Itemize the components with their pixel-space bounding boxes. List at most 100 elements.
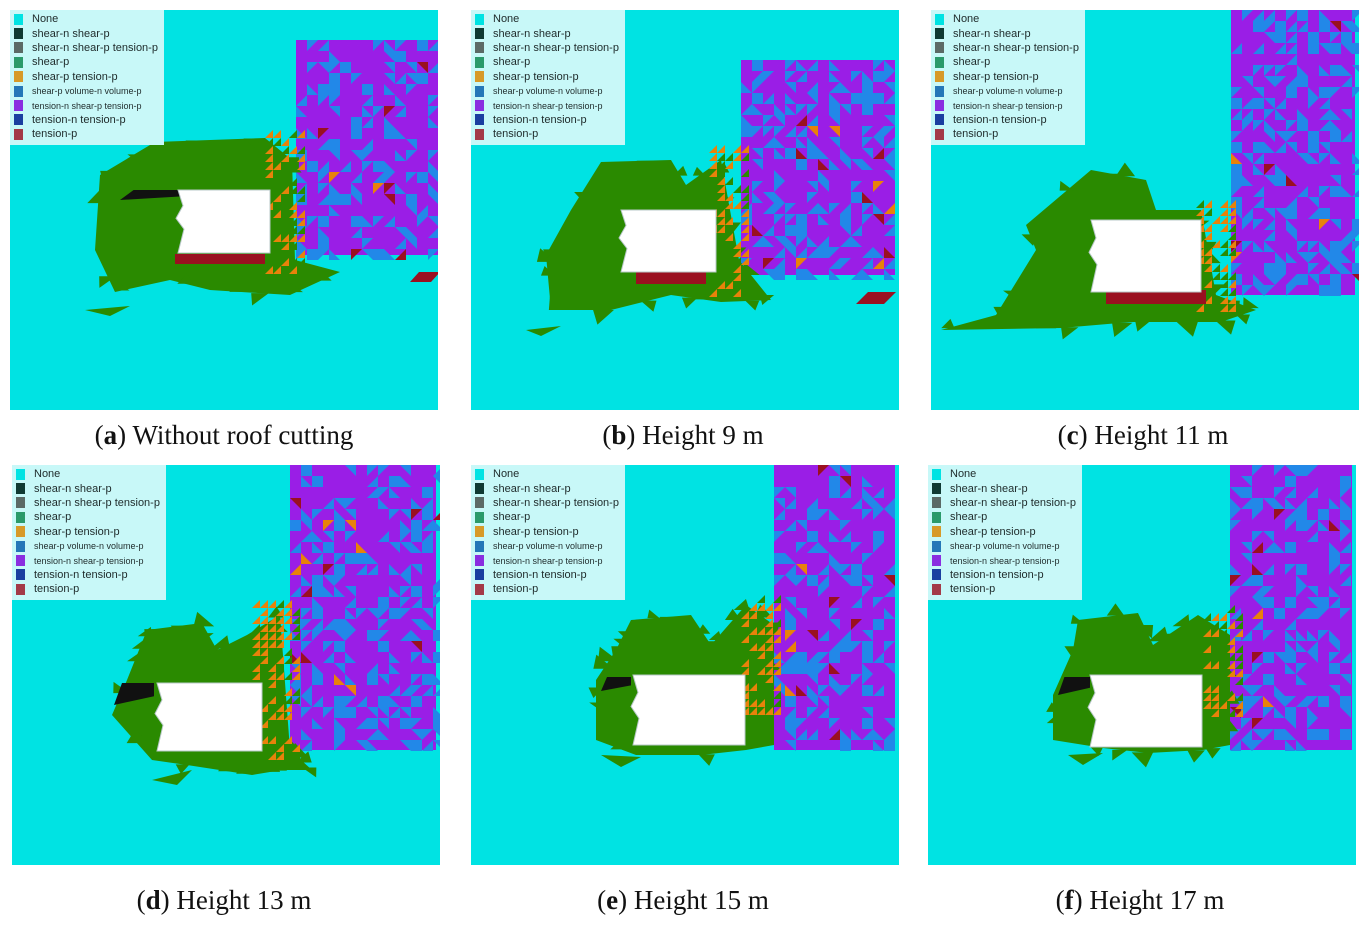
legend-item: shear-n shear-p <box>935 26 1079 40</box>
legend-label: shear-p volume-n volume-p <box>32 86 142 97</box>
legend-label: shear-n shear-p tension-p <box>34 496 160 509</box>
legend-swatch <box>475 114 484 126</box>
panel-caption: (f) Height 17 m <box>1055 885 1225 915</box>
mixed-failure-mesh <box>741 60 895 280</box>
legend-label: tension-n shear-p tension-p <box>493 100 603 111</box>
legend-label: tension-n shear-p tension-p <box>34 555 144 566</box>
legend-swatch <box>475 85 484 97</box>
legend-swatch <box>932 511 941 523</box>
legend-swatch <box>475 483 484 495</box>
legend-swatch <box>14 28 23 40</box>
legend-item: shear-n shear-p <box>932 481 1076 495</box>
legend-item: shear-p volume-n volume-p <box>475 84 619 98</box>
shear-tension-hatch <box>741 595 781 715</box>
panel-caption: (c) Height 11 m <box>1057 420 1229 450</box>
legend-label: None <box>493 13 520 26</box>
legend-label: shear-n shear-p <box>32 27 110 40</box>
panel-letter: a <box>103 420 118 450</box>
legend-swatch <box>16 540 25 552</box>
panel-letter: d <box>145 885 161 915</box>
panel-label: Height 15 m <box>633 885 769 915</box>
legend-label: tension-n tension-p <box>34 568 128 581</box>
tension-zone-floor <box>175 254 265 264</box>
legend-label: None <box>32 13 59 26</box>
legend-item: tension-p <box>475 127 619 141</box>
legend-label: shear-p tension-p <box>953 70 1039 83</box>
legend-label: tension-p <box>953 128 999 141</box>
legend: None shear-n shear-p shear-n shear-p tensi… <box>931 10 1085 145</box>
legend-item: shear-n shear-p tension-p <box>475 496 619 510</box>
panel-caption: (b) Height 9 m <box>602 420 764 450</box>
legend-label: shear-n shear-p tension-p <box>953 41 1079 54</box>
shear-n-shear-p-zone <box>120 190 188 200</box>
legend-swatch <box>14 128 23 140</box>
legend-label: shear-p volume-n volume-p <box>950 541 1060 552</box>
legend-swatch <box>932 468 941 480</box>
legend-swatch <box>932 569 941 581</box>
legend-label: tension-p <box>34 583 80 596</box>
legend-swatch <box>935 28 944 40</box>
legend-label: tension-n shear-p tension-p <box>950 555 1060 566</box>
panel-letter: c <box>1066 420 1079 450</box>
legend-swatch <box>475 569 484 581</box>
panel-caption: (a) Without roof cutting <box>94 420 354 450</box>
legend-swatch <box>932 497 941 509</box>
legend-label: shear-p <box>950 511 988 524</box>
panel-label: Height 17 m <box>1089 885 1225 915</box>
legend-swatch <box>16 468 25 480</box>
legend-label: shear-p <box>32 56 70 69</box>
legend-swatch <box>935 56 944 68</box>
legend-item: tension-p <box>935 127 1079 141</box>
legend-label: tension-n tension-p <box>953 113 1047 126</box>
legend: None shear-n shear-p shear-n shear-p tensi… <box>471 465 625 600</box>
roadway-opening <box>1087 674 1203 748</box>
legend-swatch <box>14 85 23 97</box>
legend-item: shear-n shear-p tension-p <box>14 41 158 55</box>
legend-swatch <box>14 56 23 68</box>
legend-item: tension-n shear-p tension-p <box>475 98 619 112</box>
legend-swatch <box>475 497 484 509</box>
panel-label: Without roof cutting <box>132 420 354 450</box>
shear-zone-fragment <box>152 770 192 785</box>
legend-item: shear-p <box>932 510 1076 524</box>
legend-swatch <box>16 483 25 495</box>
legend-label: tension-n tension-p <box>493 568 587 581</box>
legend-swatch <box>16 526 25 538</box>
legend-item: None <box>475 12 619 26</box>
zone-map-svg-f <box>928 465 1356 865</box>
legend-swatch <box>932 483 941 495</box>
legend-item: None <box>935 12 1079 26</box>
legend-swatch <box>16 555 25 567</box>
mixed-failure-mesh <box>296 40 438 260</box>
legend-item: tension-n shear-p tension-p <box>16 553 160 567</box>
legend-item: shear-n shear-p <box>16 481 160 495</box>
shear-zone-edge <box>536 160 775 325</box>
legend-label: shear-p volume-n volume-p <box>34 541 144 552</box>
legend-swatch <box>932 526 941 538</box>
zone-map-svg-d <box>12 465 440 865</box>
legend-swatch <box>475 128 484 140</box>
legend-item: shear-n shear-p tension-p <box>16 496 160 510</box>
legend-item: shear-n shear-p tension-p <box>475 41 619 55</box>
legend-label: tension-n tension-p <box>32 113 126 126</box>
panel-caption: (e) Height 15 m <box>597 885 769 915</box>
legend-label: shear-p <box>34 511 72 524</box>
roadway-opening <box>154 682 263 752</box>
legend-label: tension-n shear-p tension-p <box>953 100 1063 111</box>
legend-swatch <box>475 526 484 538</box>
legend-item: None <box>475 467 619 481</box>
legend-label: shear-n shear-p tension-p <box>493 496 619 509</box>
legend-swatch <box>932 555 941 567</box>
legend-swatch <box>475 56 484 68</box>
legend-swatch <box>935 114 944 126</box>
legend-item: None <box>16 467 160 481</box>
legend-label: shear-p tension-p <box>34 525 120 538</box>
legend-swatch <box>14 71 23 83</box>
legend-label: shear-n shear-p tension-p <box>950 496 1076 509</box>
mixed-failure-mesh <box>290 465 440 751</box>
roadway-opening <box>175 189 271 254</box>
legend-label: None <box>493 468 520 481</box>
shear-tension-hatch <box>265 130 305 274</box>
legend-label: shear-n shear-p <box>493 482 571 495</box>
shear-n-shear-p-zone <box>601 677 631 691</box>
